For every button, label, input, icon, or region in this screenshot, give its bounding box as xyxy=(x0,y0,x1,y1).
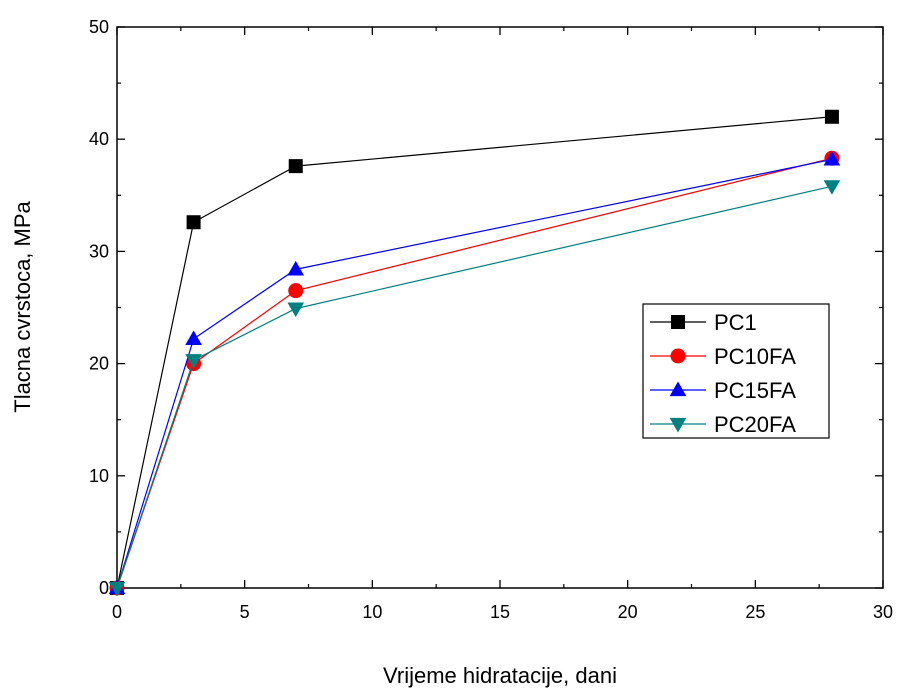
legend-item: PC10FA xyxy=(650,344,796,369)
legend-marker xyxy=(669,381,687,397)
data-point xyxy=(288,283,304,299)
y-axis-title: Tlacna cvrstoca, MPa xyxy=(10,200,35,412)
series-pc20fa xyxy=(108,180,841,597)
legend-marker xyxy=(671,315,685,329)
data-point xyxy=(186,215,201,230)
data-point xyxy=(185,330,202,346)
legend: PC1 PC10FA PC15FA PC20FA xyxy=(642,303,830,439)
legend-item: PC15FA xyxy=(650,378,796,403)
x-tick-label: 20 xyxy=(618,602,638,622)
legend-label: PC10FA xyxy=(714,344,796,369)
legend-item: PC20FA xyxy=(650,412,796,437)
x-tick-label: 15 xyxy=(490,602,510,622)
legend-label: PC1 xyxy=(714,310,757,335)
series-line xyxy=(116,116,832,589)
y-tick-label: 10 xyxy=(89,466,109,486)
legend-marker xyxy=(669,417,687,433)
data-point xyxy=(287,302,305,318)
data-point xyxy=(824,109,839,124)
data-point xyxy=(823,180,841,195)
legend-marker xyxy=(670,348,686,364)
x-tick-label: 0 xyxy=(112,602,122,622)
series-layer xyxy=(108,109,841,597)
data-point xyxy=(185,354,202,369)
data-point xyxy=(287,260,305,276)
series-line xyxy=(116,185,833,589)
axis-ticks: 0 5 10 15 20 25 30 0 10 20 30 40 50 xyxy=(89,17,893,622)
y-tick-label: 0 xyxy=(99,578,109,598)
x-tick-label: 25 xyxy=(745,602,765,622)
legend-label: PC15FA xyxy=(714,378,796,403)
x-axis-title: Vrijeme hidratacije, dani xyxy=(383,663,617,688)
x-tick-label: 5 xyxy=(240,602,250,622)
legend-item: PC1 xyxy=(650,310,757,335)
data-point xyxy=(288,159,303,174)
y-tick-label: 20 xyxy=(89,354,109,374)
y-tick-label: 40 xyxy=(89,129,109,149)
series-line xyxy=(116,158,833,589)
y-tick-label: 50 xyxy=(89,17,109,37)
series-pc15fa xyxy=(108,150,841,595)
x-tick-label: 10 xyxy=(362,602,382,622)
legend-label: PC20FA xyxy=(714,412,796,437)
data-point xyxy=(108,581,126,597)
x-tick-label: 30 xyxy=(873,602,893,622)
y-tick-label: 30 xyxy=(89,241,109,261)
data-point xyxy=(823,150,841,166)
